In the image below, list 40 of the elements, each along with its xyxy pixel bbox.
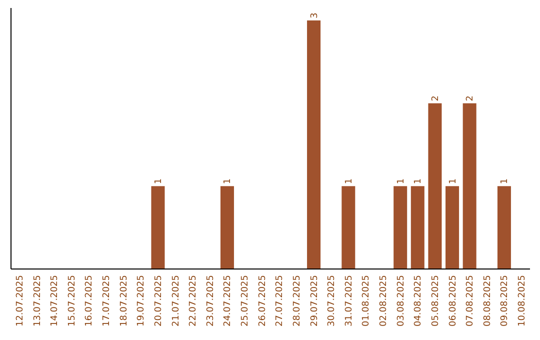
x-tick-label: 13.07.2025 [32, 275, 43, 327]
x-tick-label: 07.08.2025 [466, 275, 476, 327]
x-tick-label: 04.08.2025 [414, 275, 424, 327]
x-tick-label: 15.07.2025 [67, 275, 78, 327]
x-tick-label: 06.08.2025 [448, 275, 458, 327]
data-label: 2 [466, 96, 476, 102]
data-label: 1 [500, 178, 510, 184]
data-label: 1 [154, 178, 164, 184]
x-tick-label: 25.07.2025 [240, 275, 251, 327]
x-tick-label: 31.07.2025 [344, 275, 354, 327]
x-tick-label: 19.07.2025 [136, 275, 147, 327]
x-tick-label: 26.07.2025 [258, 275, 268, 327]
x-tick-label: 20.07.2025 [154, 275, 164, 327]
x-tick-label: 18.07.2025 [119, 275, 130, 327]
x-tick-label: 09.08.2025 [500, 275, 510, 327]
x-tick-label: 22.07.2025 [188, 275, 199, 327]
x-tick-label: 10.08.2025 [518, 275, 528, 327]
data-label: 1 [223, 178, 234, 184]
x-tick-label: 29.07.2025 [310, 275, 320, 327]
x-tick-label: 14.07.2025 [50, 275, 60, 327]
x-tick-label: 17.07.2025 [102, 275, 112, 327]
x-tick-label: 16.07.2025 [84, 275, 95, 327]
x-tick-label: 02.08.2025 [379, 275, 390, 327]
data-label: 1 [448, 178, 458, 184]
x-tick-label: 24.07.2025 [223, 275, 234, 327]
data-label: 1 [344, 178, 354, 184]
x-tick-label: 30.07.2025 [327, 275, 338, 327]
x-tick-label: 23.07.2025 [206, 275, 216, 327]
x-tick-label: 28.07.2025 [292, 275, 302, 327]
data-label: 1 [396, 178, 406, 184]
data-label: 2 [430, 96, 441, 102]
x-tick-label: 21.07.2025 [171, 275, 182, 327]
data-label: 3 [310, 12, 320, 18]
x-tick-label: 12.07.2025 [15, 275, 26, 327]
x-tick-label: 03.08.2025 [396, 275, 406, 327]
x-tick-label: 27.07.2025 [275, 275, 286, 327]
data-label: 1 [414, 178, 424, 184]
x-tick-label: 01.08.2025 [362, 275, 372, 327]
x-tick-label: 05.08.2025 [430, 275, 441, 327]
x-tick-label: 08.08.2025 [482, 275, 493, 327]
